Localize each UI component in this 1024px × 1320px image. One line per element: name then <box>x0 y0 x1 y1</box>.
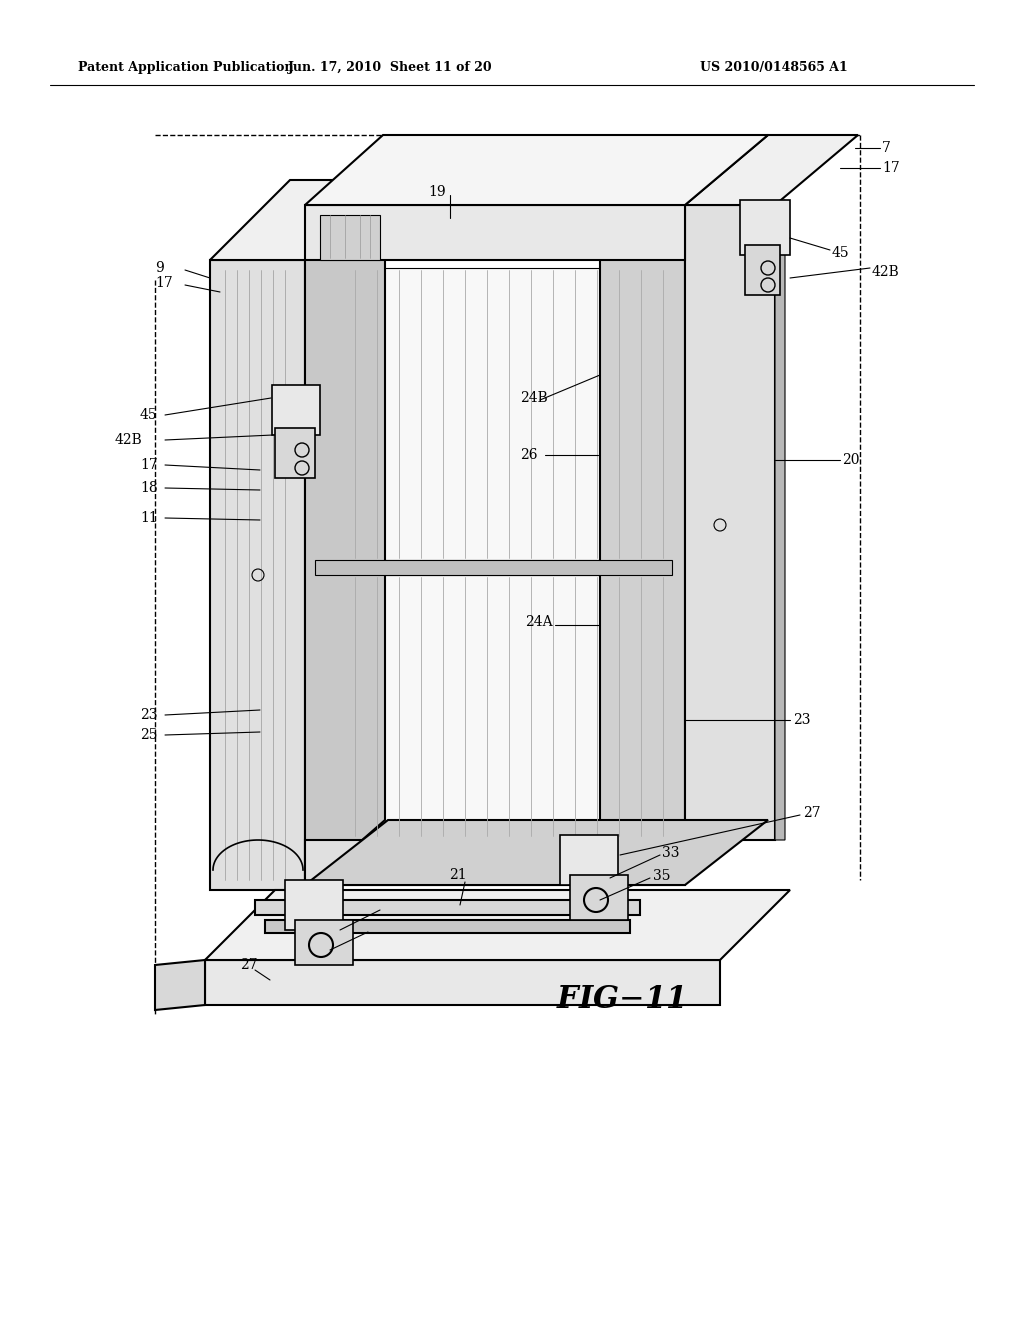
Polygon shape <box>740 201 790 255</box>
Polygon shape <box>315 576 672 838</box>
Text: 27: 27 <box>803 807 820 820</box>
Polygon shape <box>272 385 319 436</box>
Polygon shape <box>685 135 858 205</box>
Text: 45: 45 <box>140 408 158 422</box>
Text: 7: 7 <box>882 141 891 154</box>
Polygon shape <box>305 180 385 890</box>
Text: 42B: 42B <box>115 433 142 447</box>
Text: 45: 45 <box>831 246 850 260</box>
Text: 18: 18 <box>140 480 158 495</box>
Polygon shape <box>775 201 785 840</box>
Text: 17: 17 <box>882 161 900 176</box>
Polygon shape <box>315 268 672 560</box>
Text: 21: 21 <box>450 869 467 882</box>
Polygon shape <box>315 560 672 576</box>
Text: Patent Application Publication: Patent Application Publication <box>78 62 294 74</box>
Text: 20: 20 <box>842 453 859 467</box>
Text: Jun. 17, 2010  Sheet 11 of 20: Jun. 17, 2010 Sheet 11 of 20 <box>288 62 493 74</box>
Polygon shape <box>305 205 685 260</box>
Text: 23: 23 <box>793 713 811 727</box>
Text: 33: 33 <box>382 902 399 915</box>
Text: 27: 27 <box>240 958 258 972</box>
Text: 24A: 24A <box>525 615 553 630</box>
Text: 24B: 24B <box>520 391 548 405</box>
Text: 35: 35 <box>653 869 671 883</box>
Polygon shape <box>570 875 628 920</box>
Text: 17: 17 <box>155 276 173 290</box>
Polygon shape <box>685 205 775 840</box>
Polygon shape <box>155 960 205 1010</box>
Polygon shape <box>600 205 685 840</box>
Text: FIG$-$11: FIG$-$11 <box>556 985 684 1015</box>
Polygon shape <box>205 960 720 1005</box>
Text: 11: 11 <box>140 511 158 525</box>
Polygon shape <box>255 900 640 915</box>
Polygon shape <box>305 820 768 884</box>
Polygon shape <box>275 428 315 478</box>
Polygon shape <box>210 260 305 890</box>
Text: US 2010/0148565 A1: US 2010/0148565 A1 <box>700 62 848 74</box>
Polygon shape <box>305 840 685 884</box>
Text: 19: 19 <box>428 185 445 199</box>
Text: 35: 35 <box>370 923 387 937</box>
Polygon shape <box>210 180 385 260</box>
Text: 42B: 42B <box>872 265 900 279</box>
Text: 9: 9 <box>155 261 164 275</box>
Text: 33: 33 <box>662 846 680 861</box>
Text: 26: 26 <box>520 447 538 462</box>
Polygon shape <box>745 246 780 294</box>
Polygon shape <box>205 890 790 960</box>
Polygon shape <box>305 135 768 205</box>
Text: 25: 25 <box>140 729 158 742</box>
Polygon shape <box>285 880 343 931</box>
Polygon shape <box>560 836 618 884</box>
Text: 17: 17 <box>140 458 158 473</box>
Polygon shape <box>319 215 380 260</box>
Polygon shape <box>265 920 630 933</box>
Polygon shape <box>295 920 353 965</box>
Text: 23: 23 <box>140 708 158 722</box>
